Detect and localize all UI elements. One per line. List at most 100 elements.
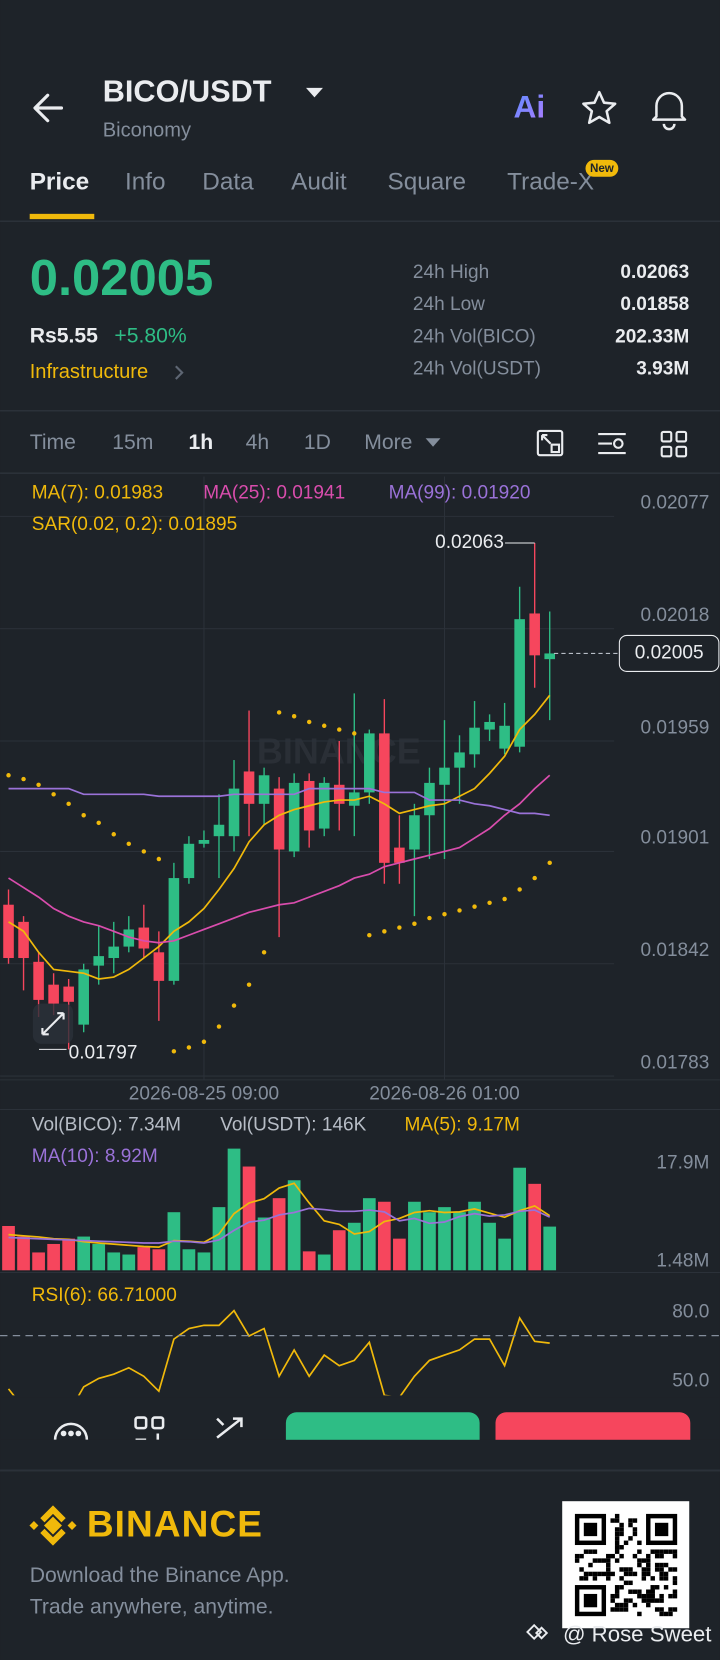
- y-tick-label: 0.02018: [641, 605, 710, 626]
- tab[interactable]: Trade-X: [507, 169, 594, 196]
- pair-title[interactable]: BICO/USDT: [103, 73, 272, 108]
- sar-dot: [186, 1045, 192, 1050]
- qr-module: [672, 1549, 678, 1554]
- qr-module: [650, 1598, 655, 1603]
- tab[interactable]: Square: [388, 169, 466, 196]
- candle-body: [153, 952, 165, 981]
- qr-module: [619, 1607, 624, 1612]
- candle-body: [469, 727, 480, 755]
- qr-module: [654, 1562, 660, 1568]
- x-tick-label: 2026-08-25 09:00: [129, 1084, 279, 1105]
- qr-module: [619, 1567, 624, 1572]
- pair-dropdown[interactable]: [306, 87, 323, 98]
- timeframe[interactable]: 1h: [188, 431, 213, 454]
- tab[interactable]: Info: [125, 169, 166, 196]
- more-dropdown[interactable]: [425, 438, 441, 447]
- qr-module: [668, 1607, 673, 1612]
- volume-bar: [272, 1198, 286, 1271]
- candle-body: [258, 775, 270, 804]
- candle-body: [394, 847, 405, 863]
- qr-module: [628, 1536, 633, 1541]
- alert-icon[interactable]: [651, 91, 687, 131]
- qr-module: [654, 1598, 660, 1603]
- chart-tool-icon[interactable]: [536, 429, 564, 457]
- candle-body: [63, 986, 74, 1002]
- tab[interactable]: Data: [202, 169, 254, 196]
- qr-module: [628, 1598, 633, 1603]
- timeframe[interactable]: More: [364, 431, 412, 454]
- volume-bar: [423, 1212, 436, 1271]
- ai-icon[interactable]: Ai: [514, 88, 546, 124]
- qr-module: [637, 1558, 642, 1563]
- volume-bar: [513, 1167, 526, 1271]
- favorite-icon[interactable]: [582, 90, 617, 125]
- qr-module: [637, 1611, 642, 1617]
- y-tick-label: 17.9M: [656, 1153, 709, 1174]
- back-button[interactable]: [33, 93, 64, 123]
- trade-icon[interactable]: [216, 1417, 243, 1439]
- candle-body: [183, 843, 195, 879]
- qr-module: [659, 1549, 664, 1554]
- timeframe[interactable]: 1D: [304, 431, 331, 454]
- qr-module: [592, 1576, 598, 1581]
- qr-module: [659, 1562, 664, 1568]
- qr-module: [641, 1558, 647, 1563]
- candle-body: [288, 782, 300, 852]
- stat-label: 24h Vol(BICO): [413, 326, 536, 347]
- qr-module: [663, 1562, 669, 1568]
- candle-body: [48, 984, 59, 1004]
- qr-module: [619, 1585, 624, 1590]
- sar-dot: [337, 727, 342, 732]
- qr-module: [650, 1585, 655, 1590]
- volume-bar: [498, 1238, 511, 1271]
- sector-link[interactable]: Infrastructure: [30, 361, 148, 383]
- legend-entry: MA(7): 0.01983: [32, 482, 163, 503]
- qr-module: [646, 1567, 651, 1572]
- footer-line: Trade anywhere, anytime.: [30, 1596, 274, 1619]
- qr-module: [610, 1518, 615, 1523]
- sar-dot: [472, 904, 477, 909]
- sar-dot: [96, 820, 101, 826]
- pair-name: Biconomy: [103, 120, 192, 142]
- timeframe[interactable]: 4h: [246, 431, 270, 454]
- qr-module: [663, 1576, 669, 1581]
- y-tick-label: 0.01842: [641, 940, 710, 961]
- sar-dot: [321, 723, 327, 728]
- volume-bar: [302, 1251, 316, 1271]
- qr-module: [614, 1602, 620, 1608]
- expand-button[interactable]: [32, 1003, 74, 1044]
- timeframe[interactable]: Time: [30, 431, 76, 454]
- layout-icon[interactable]: [660, 430, 688, 458]
- sar-dot: [141, 849, 147, 854]
- qr-module: [659, 1571, 664, 1577]
- y-tick-label: 0.01959: [641, 717, 710, 738]
- volume-bar: [543, 1226, 557, 1271]
- candle-body: [123, 929, 135, 947]
- volume-bar: [47, 1243, 60, 1271]
- sar-dot: [457, 908, 462, 913]
- qr-module: [672, 1589, 678, 1594]
- legend-entry: MA(5): 9.17M: [404, 1114, 519, 1135]
- tab[interactable]: Price: [30, 169, 90, 196]
- indicator-icon[interactable]: [598, 432, 626, 455]
- tab[interactable]: Audit: [291, 169, 347, 196]
- candle-body: [3, 904, 14, 959]
- x-tick-label: 2026-08-26 01:00: [369, 1084, 519, 1105]
- volume-bar: [137, 1247, 151, 1271]
- qr-module: [583, 1571, 589, 1577]
- volume-bar: [468, 1201, 481, 1271]
- indicator-line: [8, 1207, 551, 1244]
- timeframe[interactable]: 15m: [112, 431, 153, 454]
- qr-module: [623, 1607, 629, 1612]
- action-bar-cover: [0, 1439, 720, 1472]
- qr-module: [650, 1589, 655, 1594]
- candle-body: [424, 782, 435, 816]
- qr-module: [659, 1553, 664, 1559]
- qr-module: [637, 1589, 642, 1594]
- qr-module: [579, 1553, 584, 1559]
- qr-module: [632, 1531, 638, 1537]
- qr-module: [659, 1598, 664, 1603]
- qr-module: [641, 1571, 647, 1577]
- chat-icon[interactable]: [53, 1422, 89, 1440]
- high-label: 0.02063: [435, 532, 504, 553]
